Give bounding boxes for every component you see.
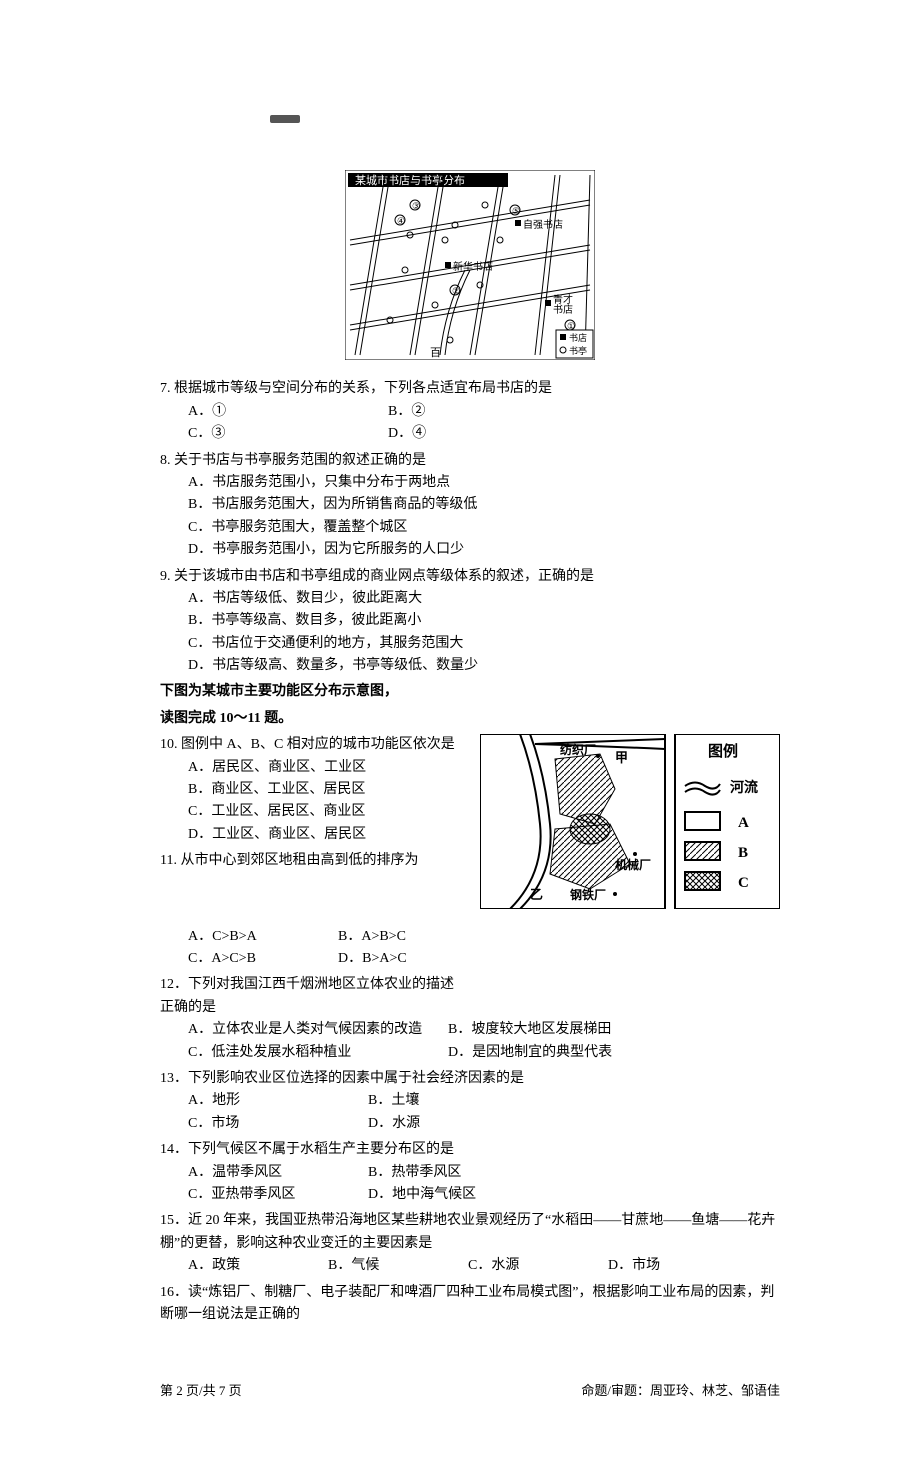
q8-opt-d: D．书亭服务范围小，因为它所服务的人口少 xyxy=(188,539,780,561)
q13-opt-d: D．水源 xyxy=(368,1113,548,1135)
bookstore-map-figure: 某城市书店与书亭分布 xyxy=(160,170,780,368)
label-machine: 机械厂 xyxy=(615,857,651,872)
q12-opt-b: B．坡度较大地区发展梯田 xyxy=(448,1019,708,1041)
scale-label: 百 xyxy=(430,347,441,359)
scan-artifact-smudge xyxy=(270,115,300,123)
q15-opt-b: B．气候 xyxy=(328,1255,468,1277)
q11-opt-d: D．B>A>C xyxy=(338,948,488,970)
question-12: 12．下列对我国江西千烟洲地区立体农业的描述 正确的是 A．立体农业是人类对气候… xyxy=(160,974,780,1064)
q12-opt-c: C．低洼处发展水稻种植业 xyxy=(188,1042,448,1064)
label-jia: 甲 xyxy=(615,750,628,765)
zone-diagram-svg: 纺织厂 甲 机械厂 乙 钢铁厂 图例 河流 A B C xyxy=(480,734,780,909)
map-title: 某城市书店与书亭分布 xyxy=(355,173,465,187)
q8-stem: 8. 关于书店与书亭服务范围的叙述正确的是 xyxy=(160,450,780,472)
q7-opt-d: D．④ xyxy=(388,423,588,445)
store-qingcai-2: 书店 xyxy=(553,303,573,316)
q13-stem: 13．下列影响农业区位选择的因素中属于社会经济因素的是 xyxy=(160,1068,780,1090)
q13-opt-a: A．地形 xyxy=(188,1090,368,1112)
q14-opt-d: D．地中海气候区 xyxy=(368,1184,548,1206)
legend-river: 河流 xyxy=(730,779,758,796)
q15-opt-d: D．市场 xyxy=(608,1255,748,1277)
legend-bookstore: 书店 xyxy=(569,332,587,343)
footer-left: 第 2 页/共 7 页 xyxy=(160,1381,242,1402)
q14-stem: 14．下列气候区不属于水稻生产主要分布区的是 xyxy=(160,1139,780,1161)
question-13: 13．下列影响农业区位选择的因素中属于社会经济因素的是 A．地形 B．土壤 C．… xyxy=(160,1068,780,1135)
q16-stem: 16．读“炼铝厂、制糖厂、电子装配厂和啤酒厂四种工业布局模式图”，根据影响工业布… xyxy=(160,1282,780,1327)
scan-artifact-text xyxy=(130,110,133,126)
question-8: 8. 关于书店与书亭服务范围的叙述正确的是 A．书店服务范围小，只集中分布于两地… xyxy=(160,450,780,562)
q11-opt-a: A．C>B>A xyxy=(188,926,338,948)
q9-opt-c: C．书店位于交通便利的地方，其服务范围大 xyxy=(188,633,780,655)
q8-opt-a: A．书店服务范围小，只集中分布于两地点 xyxy=(188,472,780,494)
q9-opt-d: D．书店等级高、数量多，书亭等级低、数量少 xyxy=(188,655,780,677)
q12-opt-d: D．是因地制宜的典型代表 xyxy=(448,1042,708,1064)
marker-5: ⑤ xyxy=(512,206,520,216)
q9-stem: 9. 关于该城市由书店和书亭组成的商业网点等级体系的叙述，正确的是 xyxy=(160,566,780,588)
label-yi: 乙 xyxy=(530,887,543,902)
q7-stem: 7. 根据城市等级与空间分布的关系，下列各点适宜布局书店的是 xyxy=(160,378,780,400)
q15-opt-a: A．政策 xyxy=(188,1255,328,1277)
marker-2: ② xyxy=(452,286,460,296)
label-steel: 钢铁厂 xyxy=(570,887,606,902)
q8-opt-b: B．书店服务范围大，因为所销售商品的等级低 xyxy=(188,494,780,516)
q14-opt-c: C．亚热带季风区 xyxy=(188,1184,368,1206)
q15-opt-c: C．水源 xyxy=(468,1255,608,1277)
legend-title: 图例 xyxy=(708,742,738,760)
section-10-11-line2: 读图完成 10～11 题。 xyxy=(160,708,780,730)
store-ziqiang: 自强书店 xyxy=(523,218,563,231)
question-9: 9. 关于该城市由书店和书亭组成的商业网点等级体系的叙述，正确的是 A．书店等级… xyxy=(160,566,780,678)
q9-opt-b: B．书亭等级高、数目多，彼此距离小 xyxy=(188,610,780,632)
q8-opt-c: C．书亭服务范围大，覆盖整个城区 xyxy=(188,517,780,539)
q9-opt-a: A．书店等级低、数目少，彼此距离大 xyxy=(188,588,780,610)
legend-kiosk: 书亭 xyxy=(569,345,587,356)
legend-a: A xyxy=(738,815,749,831)
q13-opt-c: C．市场 xyxy=(188,1113,368,1135)
question-7: 7. 根据城市等级与空间分布的关系，下列各点适宜布局书店的是 A．① B．② C… xyxy=(160,378,780,445)
q12-opt-a: A．立体农业是人类对气候因素的改造 xyxy=(188,1019,448,1041)
q13-opt-b: B．土壤 xyxy=(368,1090,548,1112)
q12-stem: 12．下列对我国江西千烟洲地区立体农业的描述 xyxy=(160,974,780,996)
q7-opt-a: A．① xyxy=(188,401,388,423)
legend-b: B xyxy=(738,845,748,861)
q7-opt-b: B．② xyxy=(388,401,588,423)
q12-stem2: 正确的是 xyxy=(160,997,780,1019)
bookstore-map-svg: 某城市书店与书亭分布 xyxy=(345,170,595,360)
marker-3: ③ xyxy=(412,201,420,211)
q15-stem: 15．近 20 年来，我国亚热带沿海地区某些耕地农业景观经历了“水稻田——甘蔗地… xyxy=(160,1210,780,1255)
question-15: 15．近 20 年来，我国亚热带沿海地区某些耕地农业景观经历了“水稻田——甘蔗地… xyxy=(160,1210,780,1277)
footer-right: 命题/审题：周亚玲、林芝、邹语佳 xyxy=(581,1381,780,1402)
q11-opt-b: B．A>B>C xyxy=(338,926,488,948)
q14-opt-b: B．热带季风区 xyxy=(368,1162,548,1184)
q7-opt-c: C．③ xyxy=(188,423,388,445)
page-footer: 第 2 页/共 7 页 命题/审题：周亚玲、林芝、邹语佳 xyxy=(160,1381,780,1402)
q14-opt-a: A．温带季风区 xyxy=(188,1162,368,1184)
zone-diagram: 纺织厂 甲 机械厂 乙 钢铁厂 图例 河流 A B C xyxy=(480,734,780,917)
legend-c: C xyxy=(738,875,749,891)
question-14: 14．下列气候区不属于水稻生产主要分布区的是 A．温带季风区 B．热带季风区 C… xyxy=(160,1139,780,1206)
q11-opt-c: C．A>C>B xyxy=(188,948,338,970)
question-16: 16．读“炼铝厂、制糖厂、电子装配厂和啤酒厂四种工业布局模式图”，根据影响工业布… xyxy=(160,1282,780,1327)
label-textile: 纺织厂 xyxy=(560,742,596,757)
store-xinhua: 新华书店 xyxy=(453,260,493,273)
section-10-11-line1: 下图为某城市主要功能区分布示意图， xyxy=(160,681,780,703)
marker-4: ④ xyxy=(397,216,405,226)
